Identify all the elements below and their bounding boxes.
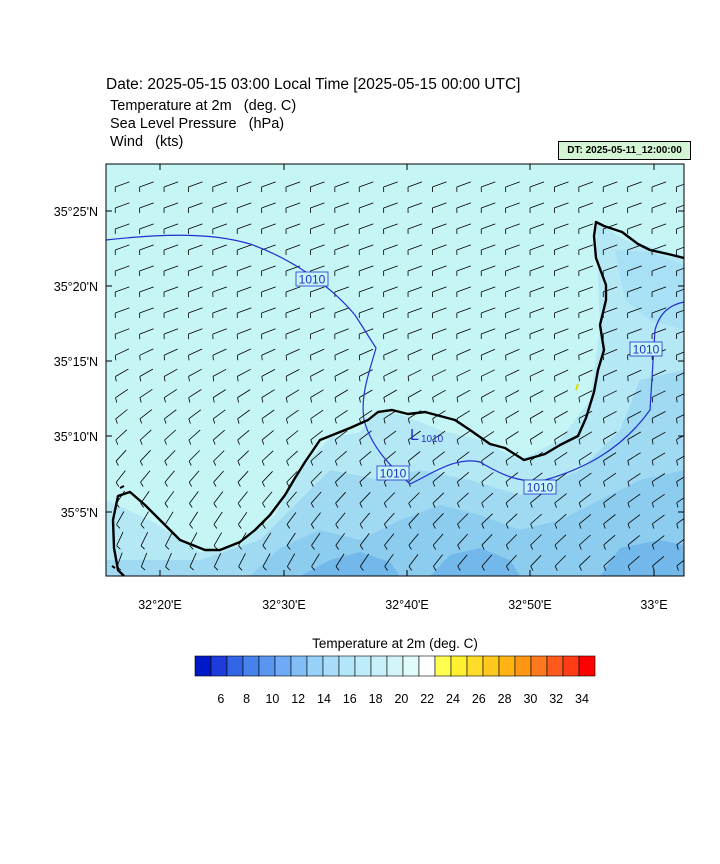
legend-swatch (322, 655, 340, 677)
lon-label: 32°50'E (508, 598, 552, 612)
legend-tick-label: 26 (472, 692, 486, 706)
longitude-labels: 32°20'E 32°30'E 32°40'E 32°50'E 33°E (138, 598, 667, 612)
axis-ticks (106, 164, 684, 576)
legend-tick-label: 30 (523, 692, 537, 706)
legend-swatch (514, 655, 532, 677)
isobar-label: 1010 (633, 343, 660, 357)
legend-swatch (482, 655, 500, 677)
latitude-labels: 35°25'N 35°20'N 35°15'N 35°10'N 35°5'N (54, 205, 98, 520)
legend-tick-label: 8 (243, 692, 250, 706)
legend-swatch (546, 655, 564, 677)
lat-label: 35°10'N (54, 430, 98, 444)
legend-tick-label: 22 (420, 692, 434, 706)
legend-swatch (338, 655, 356, 677)
isobar-label: 1010 (380, 467, 407, 481)
dt-badge: DT: 2025-05-11_12:00:00 (558, 141, 691, 160)
legend-color-bar (194, 655, 596, 677)
lat-label: 35°25'N (54, 205, 98, 219)
lon-label: 32°40'E (385, 598, 429, 612)
coast-islet (119, 485, 125, 489)
legend-title: Temperature at 2m (deg. C) (312, 636, 478, 651)
legend-swatch (578, 655, 596, 677)
legend-tick-label: 18 (369, 692, 383, 706)
legend-swatch (210, 655, 228, 677)
field-pressure: Sea Level Pressure (hPa) (110, 116, 284, 132)
field-name: Temperature at 2m (110, 98, 232, 114)
legend-swatch (258, 655, 276, 677)
legend-swatch (370, 655, 388, 677)
legend-tick-label: 32 (549, 692, 563, 706)
legend-swatch (466, 655, 484, 677)
legend-swatch (290, 655, 308, 677)
legend-swatch (450, 655, 468, 677)
lon-label: 33°E (640, 598, 667, 612)
field-wind: Wind (kts) (110, 134, 183, 150)
map-area: 1010 1010 1010 1010 (106, 164, 684, 576)
land-temp-mid (106, 370, 684, 576)
lon-label: 32°20'E (138, 598, 182, 612)
legend-swatch (402, 655, 420, 677)
legend-swatch (354, 655, 372, 677)
lon-label: 32°30'E (262, 598, 306, 612)
coast-islet (111, 565, 116, 569)
isobar-label: 1010 (527, 481, 554, 495)
legend-tick-label: 16 (343, 692, 357, 706)
legend-swatch (530, 655, 548, 677)
land-temp-mid2 (250, 470, 684, 576)
legend-swatch (274, 655, 292, 677)
legend-swatch (562, 655, 580, 677)
isobar-label-box (629, 341, 663, 357)
legend-swatch (418, 655, 436, 677)
land-temp-dark (300, 540, 684, 576)
legend-tick-label: 14 (317, 692, 331, 706)
legend-tick-label: 24 (446, 692, 460, 706)
isobar-labels: 1010 1010 1010 1010 (295, 271, 663, 495)
legend-swatch (242, 655, 260, 677)
legend-tick-label: 28 (498, 692, 512, 706)
legend-swatch (386, 655, 404, 677)
coastline (111, 220, 684, 576)
low-pressure-value: 1010 (421, 434, 444, 445)
legend-tick-label: 20 (394, 692, 408, 706)
isobar-label-box (376, 465, 410, 481)
field-name: Sea Level Pressure (110, 116, 237, 132)
legend-swatch (194, 655, 212, 677)
field-name: Wind (110, 134, 144, 150)
legend-tick-label: 10 (265, 692, 279, 706)
legend-tick-label: 34 (575, 692, 589, 706)
lat-label: 35°5'N (61, 506, 98, 520)
legend-tick-label: 6 (217, 692, 224, 706)
lat-label: 35°20'N (54, 280, 98, 294)
isobar-label-box (295, 271, 329, 287)
legend-tick-labels: 6 8 10 12 14 16 18 20 22 24 26 28 30 32 34 (217, 692, 589, 706)
isobar-label-box (523, 479, 557, 495)
legend-swatch (434, 655, 452, 677)
field-temperature: Temperature at 2m (deg. C) (110, 98, 296, 114)
yellow-spot (575, 383, 579, 391)
low-pressure-letter: L (410, 427, 419, 444)
map-title: Date: 2025-05-15 03:00 Local Time [2025-… (106, 76, 521, 93)
isobar-label: 1010 (299, 273, 326, 287)
legend-swatch (226, 655, 244, 677)
field-unit: (hPa) (248, 116, 285, 132)
field-unit: (kts) (155, 134, 184, 150)
lat-label: 35°15'N (54, 355, 98, 369)
legend-swatch (306, 655, 324, 677)
field-unit: (deg. C) (243, 98, 297, 114)
legend-tick-label: 12 (291, 692, 305, 706)
legend-swatch (498, 655, 516, 677)
map-frame (105, 163, 685, 577)
